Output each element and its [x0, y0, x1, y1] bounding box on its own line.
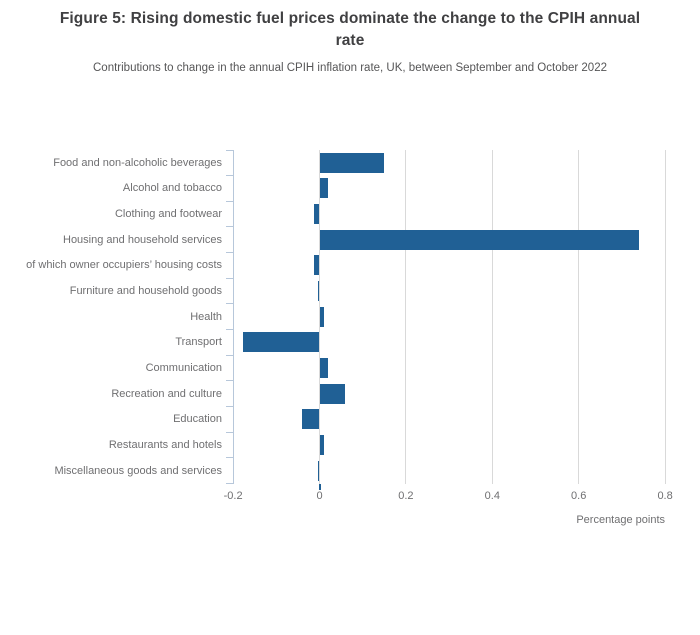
gridline	[491, 150, 493, 484]
bar	[319, 435, 325, 456]
x-axis-title: Percentage points	[576, 514, 665, 526]
bar	[319, 358, 329, 379]
y-axis-tick	[226, 277, 233, 279]
y-axis-tick	[226, 483, 233, 484]
category-label: Education	[173, 413, 222, 426]
bar	[302, 409, 320, 430]
y-axis-tick	[226, 431, 233, 433]
y-axis-line	[232, 150, 234, 484]
category-label: Furniture and household goods	[69, 285, 222, 298]
x-tick-label: 0.4	[484, 490, 500, 502]
gridline	[664, 150, 666, 484]
y-axis-tick	[226, 354, 233, 356]
bar	[318, 460, 320, 481]
y-axis-tick	[226, 175, 233, 177]
y-axis-tick	[226, 406, 233, 408]
bar	[319, 383, 346, 404]
bar	[242, 332, 320, 353]
bar	[319, 306, 325, 327]
x-tick-label: 0.8	[657, 490, 673, 502]
gridline	[578, 150, 580, 484]
figure-header: Figure 5: Rising domestic fuel prices do…	[0, 8, 700, 76]
category-label: Recreation and culture	[111, 387, 222, 400]
category-label: of which owner occupiers’ housing costs	[26, 259, 222, 272]
x-tick-label: -0.2	[223, 490, 243, 502]
category-label: Miscellaneous goods and services	[54, 464, 222, 477]
y-axis-tick	[226, 252, 233, 254]
category-label: Transport	[175, 336, 222, 349]
category-label: Clothing and footwear	[114, 208, 222, 221]
y-axis-tick	[226, 200, 233, 202]
y-axis-tick	[226, 226, 233, 228]
figure-title: Figure 5: Rising domestic fuel prices do…	[59, 10, 641, 49]
bar	[314, 255, 320, 276]
y-axis-tick	[226, 149, 233, 151]
category-label: Food and non-alcoholic beverages	[53, 156, 222, 169]
bar	[319, 178, 329, 199]
y-axis-tick	[226, 329, 233, 331]
zero-tick	[318, 483, 321, 490]
bar	[319, 152, 385, 173]
bar	[319, 229, 640, 250]
x-tick-label: 0.2	[398, 490, 414, 502]
figure-subtitle: Contributions to change in the annual CP…	[93, 62, 607, 74]
category-label: Health	[190, 310, 222, 323]
y-axis-tick	[226, 380, 233, 382]
x-tick-label: 0	[316, 490, 323, 502]
category-label: Restaurants and hotels	[108, 439, 222, 452]
bar	[314, 204, 320, 225]
y-axis-tick	[226, 457, 233, 459]
gridline	[405, 150, 407, 484]
category-label: Alcohol and tobacco	[122, 182, 222, 195]
category-label: Communication	[145, 362, 222, 375]
category-label: Housing and household services	[63, 233, 222, 246]
y-axis-tick	[226, 303, 233, 305]
x-tick-label: 0.6	[571, 490, 587, 502]
bar	[317, 281, 320, 302]
